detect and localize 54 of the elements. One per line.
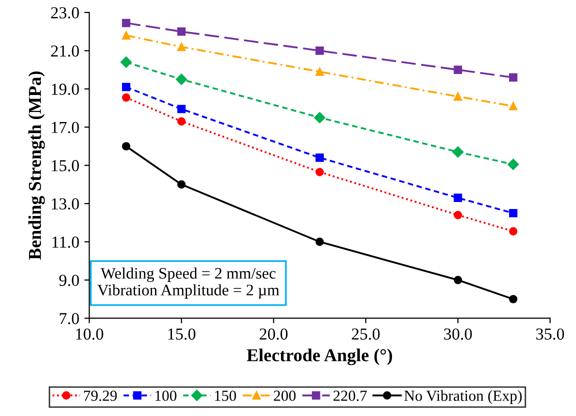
point [177, 42, 186, 52]
legend-label: 100 [155, 390, 176, 401]
x-tick-label: 20.0 [260, 328, 288, 340]
point [122, 142, 130, 150]
x-tick-label: 10.0 [76, 328, 104, 340]
y-tick-label: 13.0 [52, 198, 79, 210]
x-tick-label: 30.0 [444, 328, 472, 340]
point [314, 112, 326, 124]
x-tick-label: 15.0 [168, 328, 196, 340]
y-tick-label: 15.0 [52, 160, 79, 172]
legend-label: No Vibration (Exp) [404, 390, 522, 404]
point [122, 82, 130, 92]
point [122, 18, 130, 28]
x-tick-label: 35.0 [536, 328, 564, 340]
point [452, 146, 464, 158]
point [316, 238, 324, 246]
point [454, 92, 462, 101]
point [177, 104, 186, 114]
point [454, 66, 462, 74]
point [454, 194, 462, 202]
annotation: Welding Speed = 2 mm/sec Vibration Amplitude = 2 µm [97, 267, 280, 299]
legend-label: 200 [274, 390, 296, 401]
y-tick-label: 17.0 [52, 122, 79, 134]
y-tick-label: 9.0 [59, 274, 79, 286]
point [509, 102, 518, 110]
point [122, 31, 130, 40]
point [454, 276, 462, 284]
legend-label: 150 [215, 390, 236, 401]
point [316, 168, 324, 176]
point [120, 56, 132, 68]
point [509, 227, 518, 236]
point [508, 158, 519, 170]
point [316, 68, 324, 76]
point [177, 117, 186, 126]
y-tick-label: 21.0 [51, 45, 79, 57]
y-tick-label: 7.0 [60, 312, 79, 324]
point [122, 93, 130, 102]
point [509, 208, 518, 218]
point [509, 294, 518, 304]
legend-label: 79.29 [84, 390, 117, 401]
y-axis-title: Bending Strength (MPa) [28, 72, 45, 260]
point [176, 74, 188, 85]
y-tick-label: 11.0 [52, 236, 79, 248]
y-tick-label: 19.0 [52, 84, 79, 95]
x-tick-label: 25.0 [352, 328, 380, 340]
y-tick-label: 23.0 [51, 7, 79, 18]
x-axis-title: Electrode Angle (°) [246, 348, 392, 366]
legend-label: 220.7 [334, 390, 367, 401]
point [316, 154, 324, 162]
point [177, 27, 186, 36]
point [177, 180, 186, 189]
point [509, 73, 518, 82]
point [316, 46, 324, 55]
point [454, 210, 462, 220]
